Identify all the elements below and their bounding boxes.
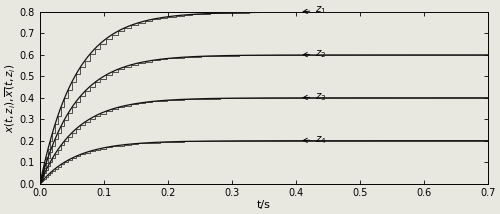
Text: $z_4$: $z_4$ [303, 134, 327, 146]
Text: $z_1$: $z_1$ [303, 4, 326, 16]
Text: $z_2$: $z_2$ [303, 48, 326, 60]
X-axis label: t/s: t/s [257, 200, 271, 210]
Text: $z_3$: $z_3$ [303, 91, 327, 103]
Y-axis label: $x(t,z_i),\overline{x}(t,z_i)$: $x(t,z_i),\overline{x}(t,z_i)$ [4, 63, 18, 132]
